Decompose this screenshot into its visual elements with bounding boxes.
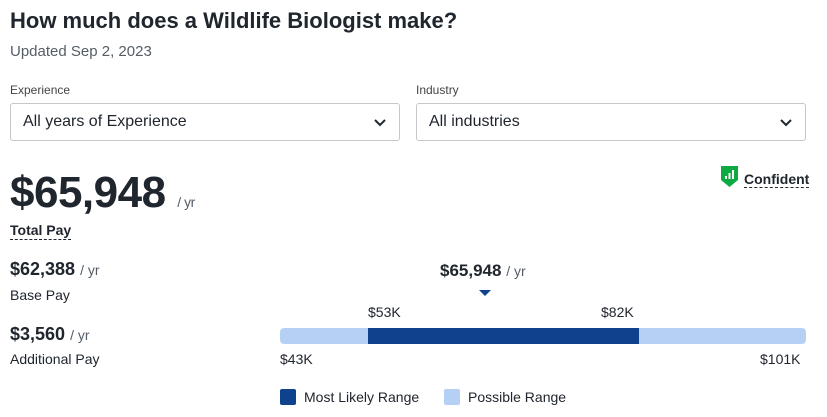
additional-pay-amount: $3,560 / yr (10, 324, 90, 345)
additional-pay-label: Additional Pay (10, 351, 100, 367)
median-pay-value: $65,948 (440, 261, 502, 280)
possible-range-swatch (444, 389, 460, 405)
experience-filter-label: Experience (10, 83, 71, 97)
base-pay-amount: $62,388 / yr (10, 259, 100, 280)
legend-possible-label: Possible Range (468, 389, 567, 405)
total-pay-amount: $65,948 / yr (10, 168, 195, 218)
total-pay-value: $65,948 (10, 168, 166, 217)
base-pay-unit: / yr (80, 262, 100, 278)
total-pay-label[interactable]: Total Pay (10, 222, 72, 240)
total-pay-unit: / yr (177, 194, 195, 210)
industry-dropdown-value: All industries (429, 113, 520, 130)
median-pay-unit: / yr (506, 263, 526, 279)
likely-low-label: $53K (368, 304, 401, 320)
experience-dropdown[interactable]: All years of Experience (10, 103, 400, 141)
confidence-indicator[interactable]: Confident (721, 166, 810, 192)
industry-dropdown[interactable]: All industries (416, 103, 806, 141)
updated-date: Updated Sep 2, 2023 (10, 43, 152, 60)
legend-likely: Most Likely Range (280, 389, 419, 405)
confidence-shield-icon (721, 166, 738, 192)
median-pay-marker-label: $65,948 / yr (440, 261, 526, 281)
possible-low-label: $43K (280, 351, 313, 367)
possible-high-label: $101K (760, 351, 801, 367)
likely-range-swatch (280, 389, 296, 405)
legend-likely-label: Most Likely Range (304, 389, 420, 405)
experience-dropdown-value: All years of Experience (23, 113, 187, 130)
base-pay-label: Base Pay (10, 287, 70, 303)
legend-possible: Possible Range (444, 389, 566, 405)
page-title: How much does a Wildlife Biologist make? (10, 8, 458, 33)
additional-pay-unit: / yr (70, 327, 90, 343)
industry-filter-label: Industry (416, 83, 459, 97)
likely-range-bar (368, 328, 639, 344)
chevron-down-icon (779, 115, 793, 129)
chevron-down-icon (373, 115, 387, 129)
base-pay-value: $62,388 (10, 259, 76, 279)
median-marker-icon (479, 290, 491, 296)
likely-high-label: $82K (601, 304, 634, 320)
additional-pay-value: $3,560 (10, 324, 66, 344)
confidence-label: Confident (744, 170, 810, 188)
